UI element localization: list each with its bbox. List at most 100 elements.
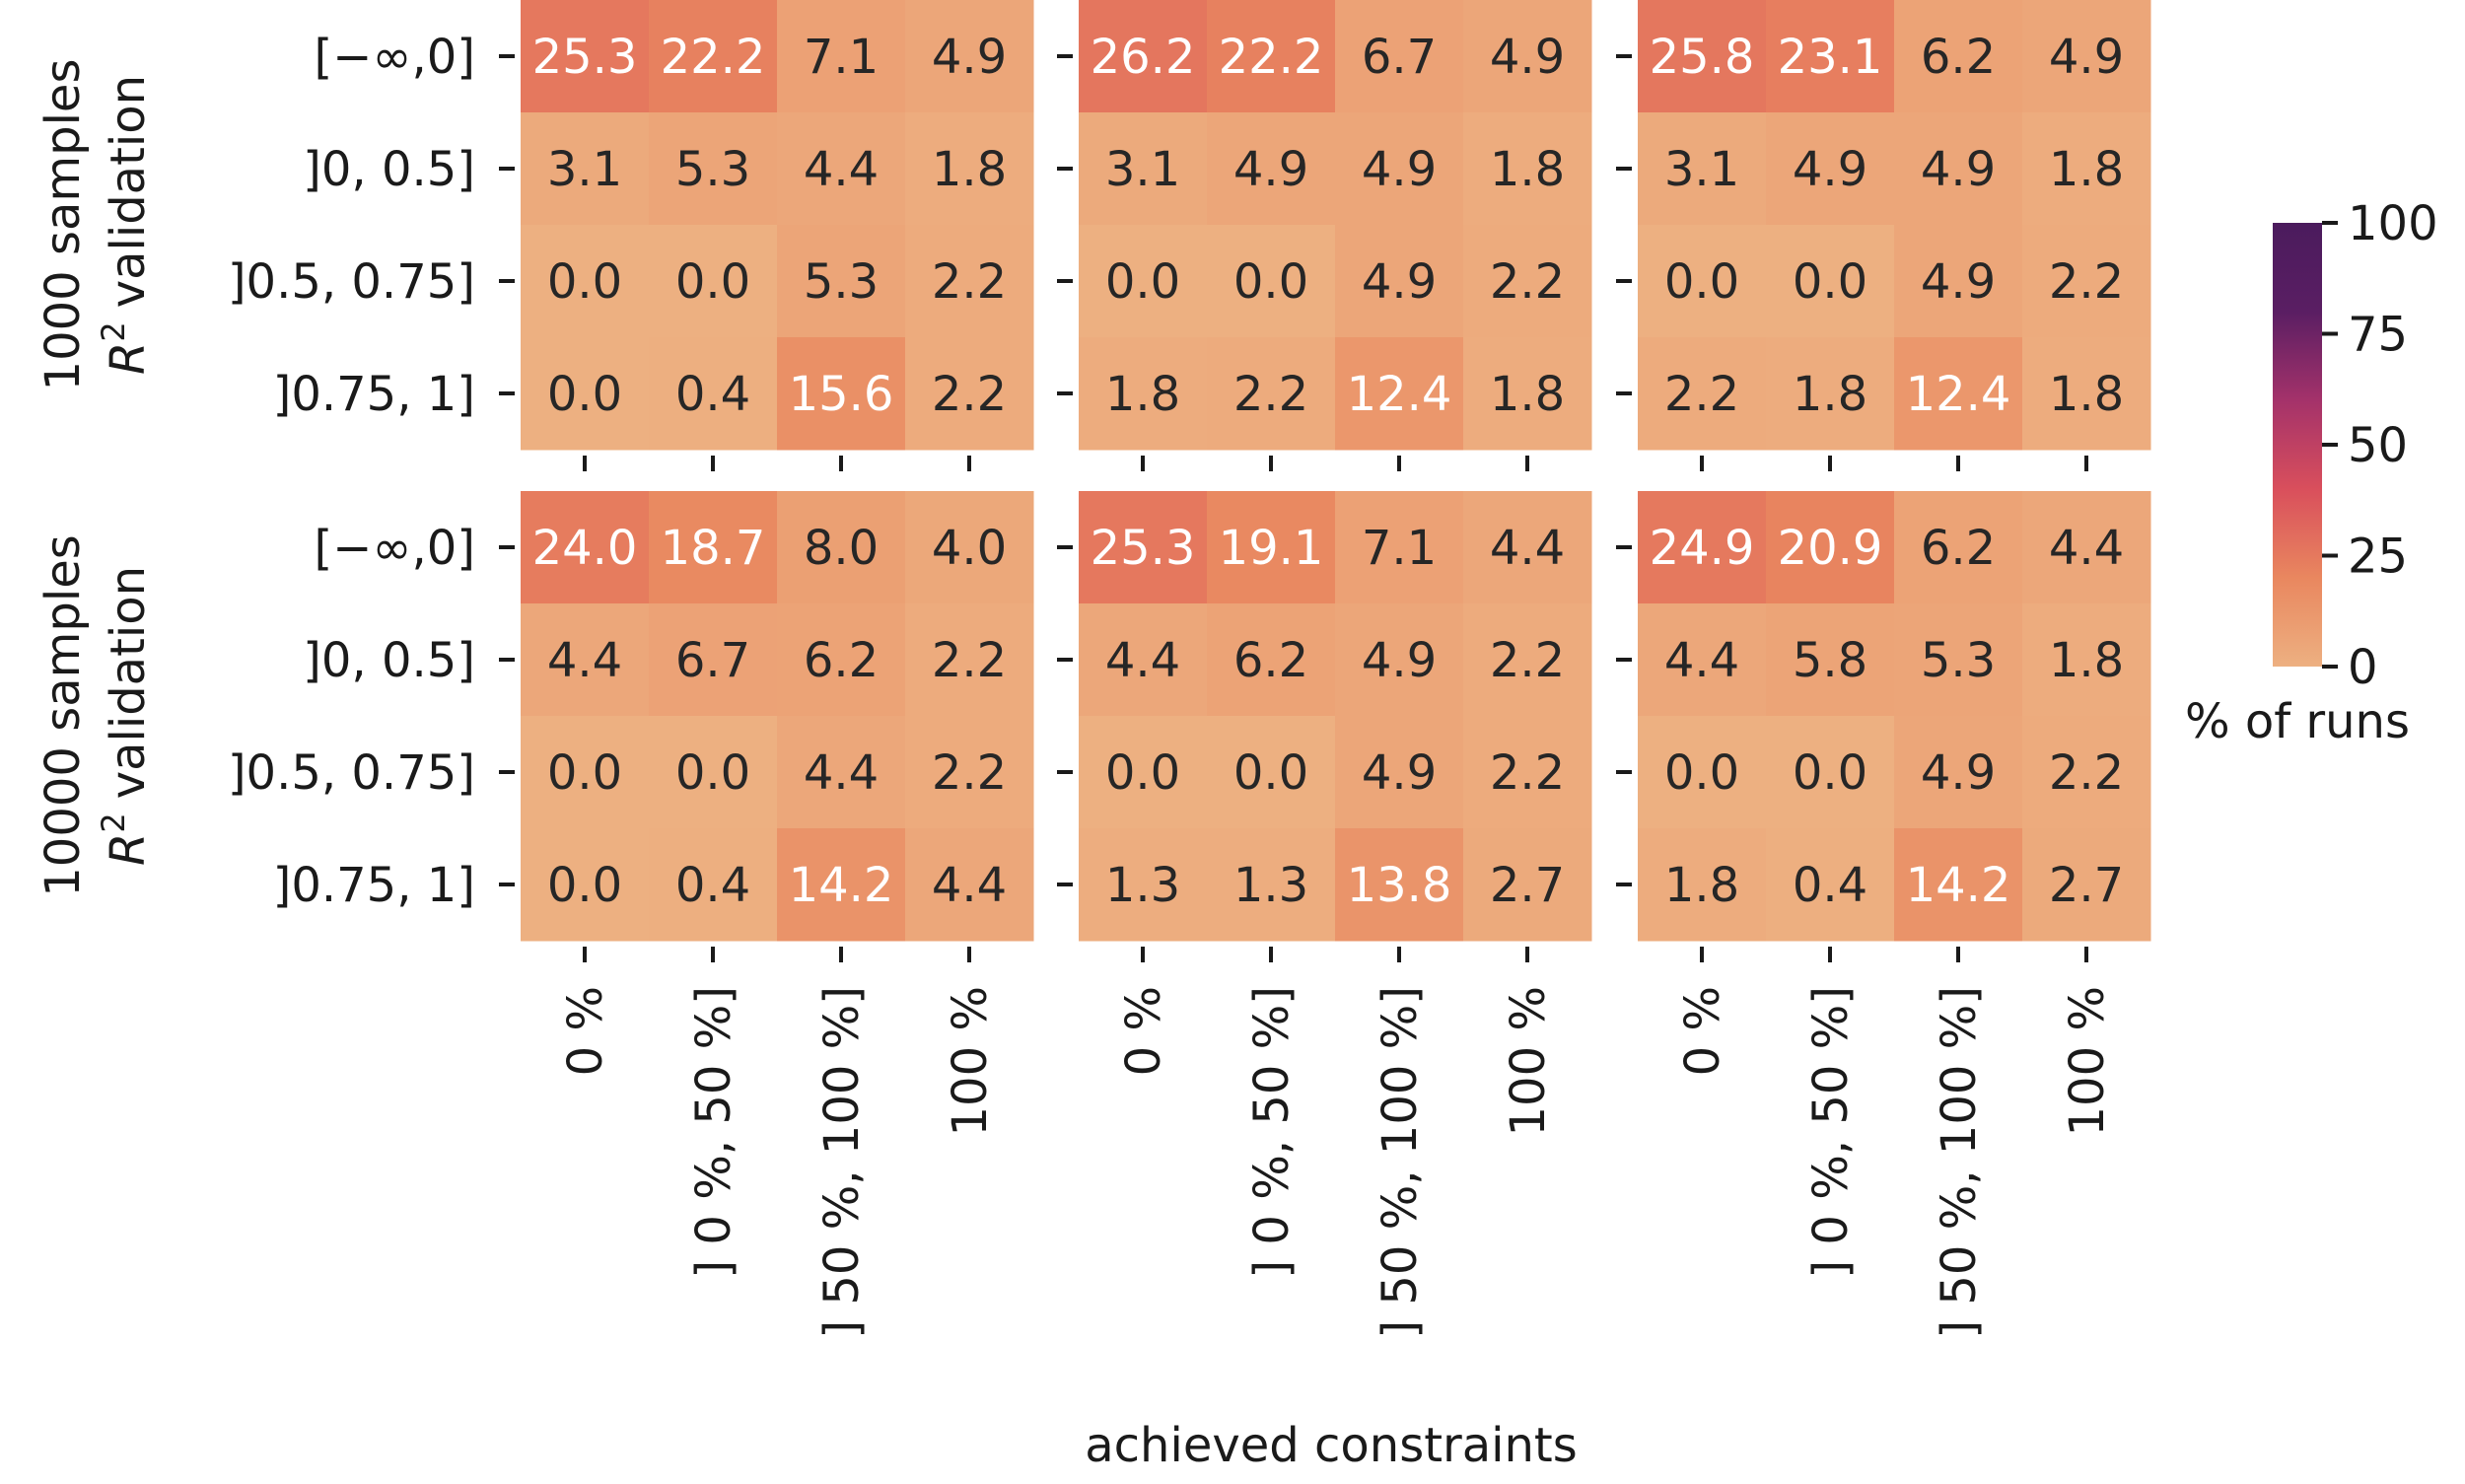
cell-value-label: 4.4 [804,745,879,801]
cell-value-label: 0.0 [1793,745,1867,801]
y-tick-label: [−∞,0] [315,521,475,576]
cell-value-label: 25.3 [1091,521,1196,576]
heatmap-cell [1638,112,1767,226]
cell-value-label: 1.8 [2049,142,2124,197]
heatmap-cell [1638,491,1767,604]
cell-value-label: 5.3 [804,254,879,310]
heatmap-cell [1335,491,1464,604]
heatmap-cell [1463,112,1592,226]
cell-value-label: 0.0 [547,367,622,422]
heatmap-cell [521,491,650,604]
heatmap-cell [1079,828,1208,942]
cell-value-label: 4.4 [932,858,1007,913]
heatmap-cell [1638,603,1767,717]
cell-value-label: 4.4 [2049,521,2124,576]
x-tick-label: 0 % [1116,986,1171,1076]
colorbar-gradient [2273,223,2322,667]
cell-value-label: 15.6 [789,367,894,422]
cell-value-label: 2.2 [1664,367,1739,422]
cell-value-label: 2.2 [932,633,1007,688]
cell-value-label: 25.8 [1650,30,1755,85]
cell-value-label: 0.4 [1793,858,1867,913]
heatmap-cell [905,716,1034,829]
r-squared-symbol: R [101,342,156,375]
colorbar-tick-label: 50 [2348,418,2408,473]
heatmap-cell [1638,716,1767,829]
cell-value-label: 0.0 [1664,254,1739,310]
x-tick-label: 100 % [2060,986,2115,1136]
cell-value-label: 0.4 [675,367,750,422]
heatmap-cell [649,225,778,338]
heatmap-cell [777,337,906,451]
cell-value-label: 1.3 [1233,858,1308,913]
heatmap-cell [1766,491,1895,604]
heatmap-cell [777,603,906,717]
y-tick-label: ]0.5, 0.75] [228,745,475,801]
row-title-line2: R2 validation [95,566,156,866]
heatmap-cell [905,0,1034,113]
heatmap-cell [905,337,1034,451]
x-tick-label: ] 0 %, 50 %] [1244,986,1300,1279]
heatmap-cell [1207,491,1336,604]
y-tick-label: ]0.75, 1] [273,367,475,422]
cell-value-label: 3.1 [1105,142,1180,197]
heatmap-cell [521,828,650,942]
heatmap-cell [2022,225,2151,338]
cell-value-label: 2.2 [932,367,1007,422]
x-tick-label: ] 50 %, 100 %] [814,986,870,1339]
cell-value-label: 2.2 [932,254,1007,310]
cell-value-label: 6.2 [1921,521,1996,576]
heatmap-cell [521,716,650,829]
heatmap-cell [905,603,1034,717]
heatmap-cell [1335,716,1464,829]
row-title-line1: 10000 samples [35,534,91,896]
colorbar-tick-label: 0 [2348,640,2378,695]
cell-value-label: 12.4 [1347,367,1452,422]
heatmap-cell [649,337,778,451]
colorbar-tick-label: 75 [2348,308,2408,363]
cell-value-label: 7.1 [804,30,879,85]
heatmap-cell [1335,337,1464,451]
cell-value-label: 0.0 [1233,254,1308,310]
x-tick-label: 0 % [1675,986,1730,1076]
heatmap-cell [521,603,650,717]
r-squared-rest: validation [101,566,156,799]
cell-value-label: 4.9 [1921,254,1996,310]
cell-value-label: 4.9 [1362,142,1437,197]
cell-value-label: 2.2 [2049,745,2124,801]
heatmap-cell [777,225,906,338]
cell-value-label: 2.7 [2049,858,2124,913]
cell-value-label: 0.0 [547,745,622,801]
heatmap-cell [649,603,778,717]
heatmap-cell [1638,337,1767,451]
heatmap-cell [1463,828,1592,942]
cell-value-label: 24.9 [1650,521,1755,576]
cell-value-label: 6.2 [804,633,879,688]
heatmap-panel-r2-c1: 24.0 18.7 8.0 4.0 4.4 6.7 6.2 2.2 0.0 0.0 4.4 2.2 0.… [228,491,1034,1339]
heatmap-cell [1207,0,1336,113]
colorbar-tick-label: 25 [2348,530,2408,585]
heatmap-cell [777,0,906,113]
cell-value-label: 3.1 [547,142,622,197]
cell-value-label: 6.2 [1921,30,1996,85]
heatmap-cell [1079,337,1208,451]
cell-value-label: 22.2 [1219,30,1324,85]
heatmap-cell [1894,491,2023,604]
colorbar-label: % of runs [2185,694,2410,749]
heatmap-cell [1638,828,1767,942]
heatmap-cell [2022,828,2151,942]
cell-value-label: 1.3 [1105,858,1180,913]
heatmap-cell [2022,0,2151,113]
cell-value-label: 8.0 [804,521,879,576]
cell-value-label: 4.9 [1490,30,1565,85]
x-tick-label: ] 50 %, 100 %] [1932,986,1987,1339]
cell-value-label: 0.0 [1105,254,1180,310]
heatmap-cell [1079,603,1208,717]
heatmap-cell [1207,603,1336,717]
heatmap-cell [905,491,1034,604]
cell-value-label: 6.2 [1233,633,1308,688]
cell-value-label: 22.2 [661,30,766,85]
cell-value-label: 1.8 [1105,367,1180,422]
